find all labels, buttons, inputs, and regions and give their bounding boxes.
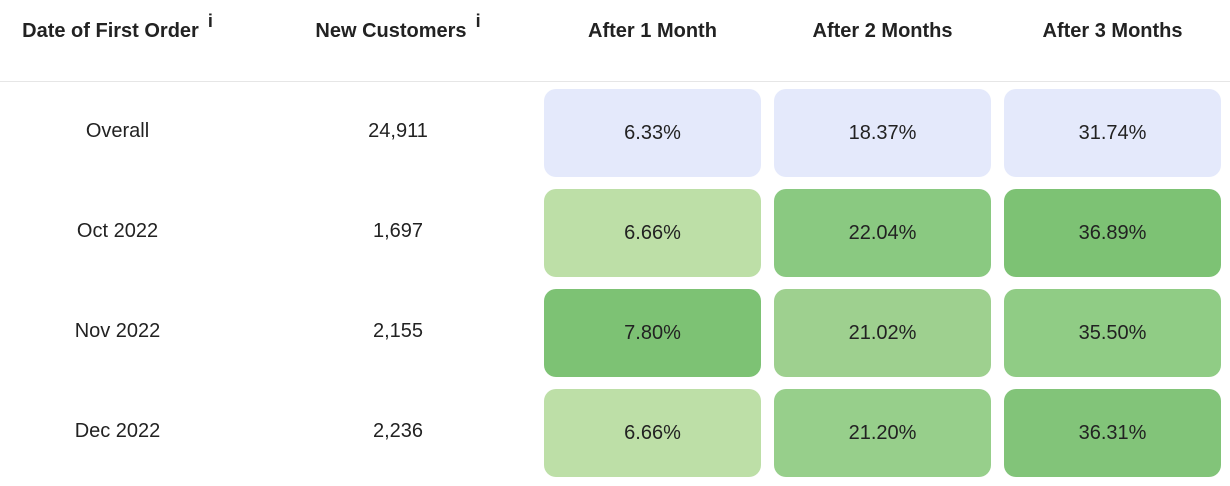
retention-cell-month-1: 6.66% <box>544 189 761 277</box>
retention-cell-month-1: 7.80% <box>544 289 761 377</box>
header-label: After 1 Month <box>588 20 717 42</box>
retention-cell-month-2: 18.37% <box>774 89 991 177</box>
header-new-customers: New Customers i <box>300 11 496 46</box>
retention-cell-month-3: 35.50% <box>1004 289 1221 377</box>
retention-cell-month-3: 31.74% <box>1004 89 1221 177</box>
row-date-label: Oct 2022 <box>76 219 159 242</box>
table-header: Date of First Order i New Customers i Af… <box>0 0 1230 82</box>
row-new-customers: 24,911 <box>368 119 428 142</box>
table-row: Nov 2022 2,155 7.80% 21.02% 35.50% <box>0 281 1230 381</box>
header-after-2-months: After 2 Months <box>774 20 991 46</box>
table-row: Dec 2022 2,236 6.66% 21.20% 36.31% <box>0 381 1230 481</box>
row-date-label: Overall <box>85 119 150 142</box>
retention-cell-month-1: 6.33% <box>544 89 761 177</box>
row-date-label: Dec 2022 <box>74 419 161 442</box>
retention-cell-month-2: 21.20% <box>774 389 991 477</box>
retention-cell-month-2: 22.04% <box>774 189 991 277</box>
header-label: New Customers <box>315 20 467 42</box>
header-date-of-first-order: Date of First Order i <box>0 11 235 46</box>
header-label: Date of First Order <box>22 20 199 42</box>
info-icon[interactable]: i <box>207 11 213 31</box>
retention-cell-month-2: 21.02% <box>774 289 991 377</box>
row-date-label: Nov 2022 <box>74 319 161 342</box>
row-new-customers: 1,697 <box>372 219 424 242</box>
table-row: Overall 24,911 6.33% 18.37% 31.74% <box>0 81 1230 181</box>
retention-cell-month-1: 6.66% <box>544 389 761 477</box>
header-after-3-months: After 3 Months <box>1004 20 1221 46</box>
row-new-customers: 2,236 <box>372 419 424 442</box>
info-icon[interactable]: i <box>475 11 481 31</box>
header-label: After 3 Months <box>1042 20 1183 42</box>
table-row: Oct 2022 1,697 6.66% 22.04% 36.89% <box>0 181 1230 281</box>
retention-cell-month-3: 36.31% <box>1004 389 1221 477</box>
header-label: After 2 Months <box>812 20 953 42</box>
retention-cell-month-3: 36.89% <box>1004 189 1221 277</box>
header-after-1-month: After 1 Month <box>544 20 761 46</box>
row-new-customers: 2,155 <box>372 319 424 342</box>
